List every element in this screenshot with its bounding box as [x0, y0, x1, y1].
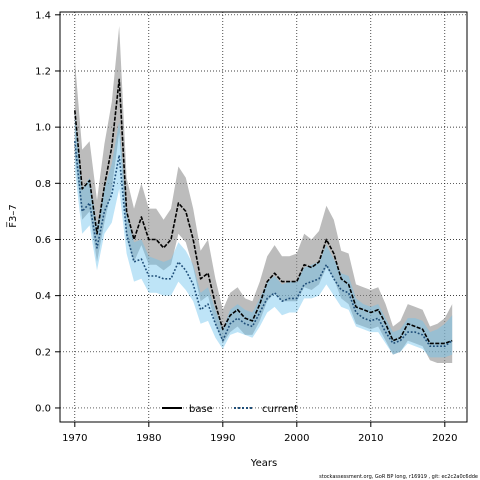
- x-axis-label: Years: [250, 458, 277, 469]
- y-tick-label: 0.2: [35, 347, 51, 358]
- legend-label-base: base: [189, 404, 213, 415]
- line-base: [74, 78, 453, 345]
- x-tick-label: 2000: [284, 433, 309, 444]
- x-tick-label: 2010: [358, 433, 383, 444]
- y-tick-label: 0.0: [35, 403, 51, 414]
- y-tick-label: 0.4: [35, 291, 51, 302]
- legend: base current: [162, 404, 298, 415]
- y-axis-label: F̅3–7: [6, 204, 19, 228]
- footer-note: stockassessment.org, GoR BP long, r16919…: [319, 474, 478, 480]
- plot-frame: [59, 11, 468, 423]
- y-axis: 0.0 0.2 0.4 0.6 0.8 1.0 1.2 1.4: [35, 10, 60, 414]
- y-tick-label: 1.4: [35, 10, 51, 21]
- x-tick-label: 1980: [136, 433, 161, 444]
- line-current: [74, 141, 453, 348]
- band-base: [74, 26, 453, 363]
- legend-label-current: current: [262, 404, 298, 415]
- series-lines: [74, 78, 453, 348]
- x-tick-label: 2020: [432, 433, 457, 444]
- y-tick-label: 1.0: [35, 123, 51, 134]
- y-tick-label: 1.2: [35, 66, 51, 77]
- x-tick-label: 1990: [210, 433, 235, 444]
- y-tick-label: 0.8: [35, 179, 51, 190]
- x-axis: 1970 1980 1990 2000 2010 2020: [62, 422, 458, 444]
- y-tick-label: 0.6: [35, 235, 51, 246]
- x-tick-label: 1970: [62, 433, 87, 444]
